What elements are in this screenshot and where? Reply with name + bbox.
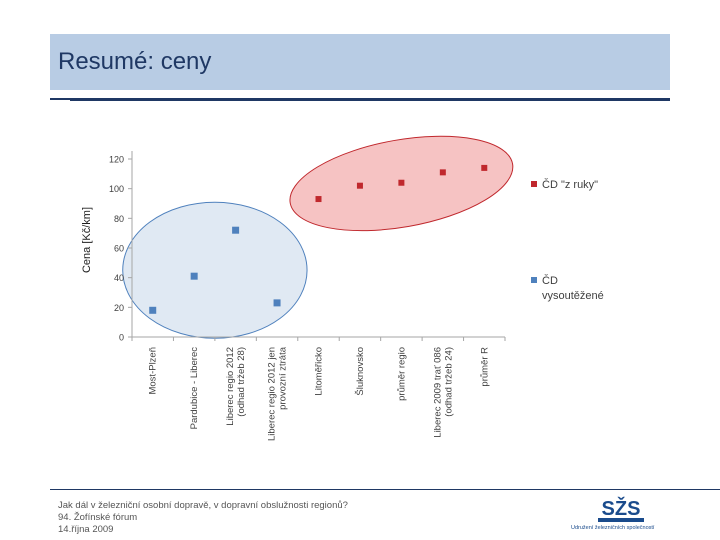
y-tick-label: 0 [119, 333, 124, 343]
data-point [356, 182, 363, 189]
x-category-label: průměr R [479, 347, 490, 387]
footer-rule [50, 489, 720, 490]
data-point [481, 164, 488, 171]
y-tick-label: 40 [114, 273, 124, 283]
x-category-label: Litoměřicko [314, 347, 325, 396]
x-category-label: (odhad tržeb 28) [236, 347, 247, 417]
legend-label: ČD [542, 274, 558, 287]
legend-marker [531, 277, 537, 283]
data-point [149, 306, 157, 314]
x-category-label: provozní ztráta [278, 346, 289, 410]
x-category-label: Šluknovsko [355, 347, 366, 396]
data-point [439, 169, 446, 176]
y-axis-title: Cena [Kč/km] [81, 207, 93, 273]
y-tick-label: 100 [109, 184, 124, 194]
title-underline [50, 98, 670, 101]
x-category-label: Liberec 2009 trať 086 [432, 347, 443, 438]
cluster-ellipse-2 [122, 201, 308, 339]
y-tick-label: 80 [114, 214, 124, 224]
footer-line-2: 94. Žofínské fórum [58, 512, 138, 523]
slide-title: Resumé: ceny [58, 48, 212, 75]
logo-text: SŽS [602, 496, 641, 520]
footer-line-1: Jak dál v železniční osobní dopravě, v d… [58, 500, 348, 511]
legend-marker [531, 181, 537, 187]
szs-logo: SŽS [598, 496, 644, 522]
x-category-label: Liberec regio 2012 [225, 347, 236, 426]
legend-label: ČD "z ruky" [542, 178, 598, 191]
x-category-label: průměr regio [396, 347, 407, 401]
footer-line-3: 14.října 2009 [58, 524, 114, 535]
footer-text: Jak dál v železniční osobní dopravě, v d… [58, 500, 348, 536]
logo-base-bar [598, 518, 644, 522]
y-tick-label: 120 [109, 155, 124, 165]
title-underline-accent [50, 100, 70, 102]
legend-label: vysoutěžené [542, 290, 604, 302]
data-point [273, 299, 281, 307]
data-point [315, 196, 322, 203]
logo-caption: Udružení železničních společností [571, 525, 655, 531]
y-tick-label: 60 [114, 244, 124, 254]
data-point [398, 179, 405, 186]
data-point [190, 272, 198, 280]
x-category-label: Pardubice - Liberec [189, 347, 200, 430]
y-tick-label: 20 [114, 303, 124, 313]
x-category-label: Most-Plzeň [148, 347, 159, 395]
title-band: Resumé: ceny [50, 34, 670, 90]
x-category-label: Liberec regio 2012 jen [267, 347, 278, 441]
x-category-label: (odhad tržeb 24) [443, 347, 454, 417]
data-point [232, 226, 240, 234]
